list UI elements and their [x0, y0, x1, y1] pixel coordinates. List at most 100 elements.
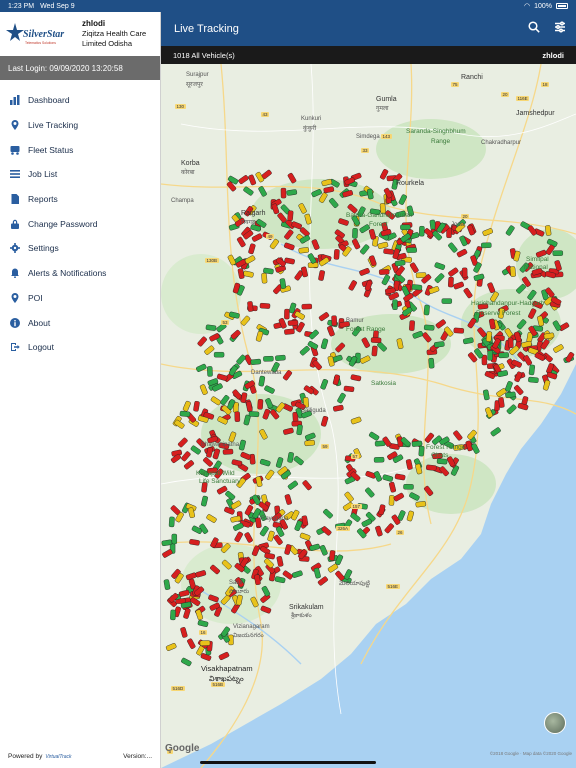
vehicle-marker[interactable]: [521, 340, 532, 348]
vehicle-marker[interactable]: [263, 267, 274, 275]
vehicle-marker[interactable]: [516, 319, 527, 330]
vehicle-marker[interactable]: [335, 342, 346, 353]
vehicle-marker[interactable]: [384, 523, 395, 534]
vehicle-marker[interactable]: [284, 257, 295, 265]
vehicle-marker[interactable]: [294, 311, 306, 320]
vehicle-marker[interactable]: [338, 218, 349, 226]
vehicle-marker[interactable]: [436, 458, 448, 465]
vehicle-marker[interactable]: [280, 187, 287, 199]
vehicle-marker[interactable]: [197, 415, 209, 423]
vehicle-marker[interactable]: [375, 525, 383, 537]
vehicle-marker[interactable]: [459, 235, 468, 247]
vehicle-marker[interactable]: [348, 355, 358, 367]
vehicle-marker[interactable]: [170, 505, 181, 516]
vehicle-marker[interactable]: [275, 526, 285, 537]
vehicle-marker[interactable]: [513, 385, 524, 396]
vehicle-marker[interactable]: [279, 519, 288, 530]
vehicle-marker[interactable]: [197, 336, 207, 347]
vehicle-marker[interactable]: [352, 228, 358, 239]
vehicle-marker[interactable]: [505, 391, 516, 398]
vehicle-marker[interactable]: [232, 522, 244, 531]
vehicle-marker[interactable]: [191, 525, 203, 534]
vehicle-marker[interactable]: [247, 301, 254, 312]
vehicle-marker[interactable]: [498, 397, 505, 408]
vehicle-marker[interactable]: [320, 378, 329, 390]
vehicle-marker[interactable]: [506, 404, 517, 415]
vehicle-marker[interactable]: [377, 241, 389, 249]
vehicle-marker[interactable]: [254, 574, 261, 586]
vehicle-marker[interactable]: [350, 471, 361, 482]
vehicle-marker[interactable]: [453, 430, 463, 441]
vehicle-marker[interactable]: [309, 543, 321, 552]
vehicle-marker[interactable]: [344, 491, 354, 502]
vehicle-marker[interactable]: [190, 597, 201, 607]
vehicle-marker[interactable]: [195, 570, 207, 578]
vehicle-marker[interactable]: [264, 385, 275, 394]
vehicle-marker[interactable]: [378, 504, 386, 516]
vehicle-marker[interactable]: [439, 436, 450, 446]
vehicle-marker[interactable]: [356, 528, 367, 539]
vehicle-marker[interactable]: [228, 431, 237, 443]
vehicle-marker[interactable]: [327, 325, 335, 337]
vehicle-marker[interactable]: [286, 189, 298, 196]
vehicle-marker[interactable]: [234, 531, 243, 543]
vehicle-marker[interactable]: [335, 570, 345, 581]
vehicle-marker[interactable]: [180, 601, 192, 609]
vehicle-marker[interactable]: [382, 474, 394, 482]
vehicle-marker[interactable]: [448, 276, 454, 288]
vehicle-marker[interactable]: [275, 265, 286, 273]
vehicle-marker[interactable]: [277, 212, 287, 223]
vehicle-marker[interactable]: [282, 370, 293, 381]
vehicle-marker[interactable]: [552, 250, 564, 256]
vehicle-marker[interactable]: [271, 512, 282, 522]
vehicle-marker[interactable]: [225, 490, 236, 501]
vehicle-marker[interactable]: [392, 299, 398, 310]
vehicle-marker[interactable]: [207, 467, 218, 474]
sidebar-item-job-list[interactable]: Job List: [0, 162, 160, 187]
vehicle-marker[interactable]: [182, 400, 192, 412]
vehicle-marker[interactable]: [303, 385, 315, 395]
vehicle-marker[interactable]: [294, 520, 303, 532]
sidebar-item-alerts[interactable]: Alerts & Notifications: [0, 261, 160, 286]
vehicle-marker[interactable]: [261, 169, 272, 180]
vehicle-marker[interactable]: [380, 229, 392, 237]
vehicle-marker[interactable]: [301, 266, 308, 278]
vehicle-marker[interactable]: [397, 510, 406, 521]
vehicle-marker[interactable]: [284, 229, 294, 240]
vehicle-marker[interactable]: [368, 431, 380, 441]
vehicle-marker[interactable]: [237, 268, 245, 279]
vehicle-marker[interactable]: [565, 352, 575, 363]
vehicle-marker[interactable]: [453, 444, 464, 451]
sidebar-item-about[interactable]: About: [0, 310, 160, 335]
vehicle-marker[interactable]: [482, 228, 494, 237]
vehicle-marker[interactable]: [276, 556, 284, 567]
vehicle-marker[interactable]: [423, 228, 435, 238]
vehicle-marker[interactable]: [217, 416, 228, 425]
vehicle-marker[interactable]: [347, 203, 358, 214]
vehicle-marker[interactable]: [287, 319, 299, 326]
vehicle-marker[interactable]: [545, 225, 552, 236]
vehicle-marker[interactable]: [388, 495, 395, 506]
vehicle-marker[interactable]: [283, 427, 294, 435]
vehicle-marker[interactable]: [396, 338, 404, 350]
vehicle-marker[interactable]: [490, 291, 500, 302]
vehicle-marker[interactable]: [409, 492, 420, 501]
vehicle-marker[interactable]: [279, 278, 287, 289]
vehicle-marker[interactable]: [343, 385, 355, 393]
vehicle-marker[interactable]: [467, 317, 477, 329]
vehicle-marker[interactable]: [296, 424, 303, 436]
vehicle-marker[interactable]: [477, 303, 489, 310]
vehicle-marker[interactable]: [342, 246, 352, 257]
vehicle-marker[interactable]: [409, 262, 419, 273]
vehicle-marker[interactable]: [210, 396, 222, 406]
vehicle-marker[interactable]: [448, 242, 458, 253]
vehicle-marker[interactable]: [283, 242, 295, 251]
vehicle-marker[interactable]: [474, 348, 484, 359]
vehicle-marker[interactable]: [284, 494, 293, 505]
vehicle-marker[interactable]: [288, 302, 297, 314]
vehicle-marker[interactable]: [238, 439, 246, 451]
sidebar-item-change-password[interactable]: Change Password: [0, 211, 160, 236]
vehicle-marker[interactable]: [298, 203, 307, 214]
vehicle-marker[interactable]: [304, 432, 316, 441]
vehicle-marker[interactable]: [193, 400, 200, 412]
